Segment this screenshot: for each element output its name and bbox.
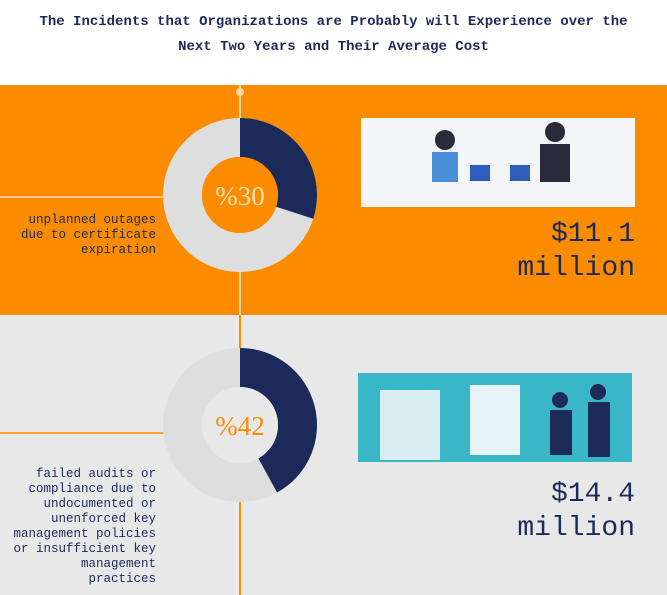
description: unplanned outages due to certificate exp… <box>20 213 156 257</box>
cost: $11.1 million <box>517 219 635 284</box>
percent-label: %30 <box>215 181 265 211</box>
percent-label: %42 <box>215 411 265 441</box>
donut-segment <box>240 118 318 219</box>
dot <box>236 88 244 96</box>
cost: $14.4 million <box>517 479 635 544</box>
donut-segment <box>240 348 317 493</box>
description: failed audits or compliance due to undoc… <box>13 467 156 586</box>
title: The Incidents that Organizations are Pro… <box>39 14 628 55</box>
donut-hole <box>202 387 278 463</box>
illustration <box>361 118 635 207</box>
donut-hole <box>202 157 278 233</box>
illustration <box>358 373 632 462</box>
